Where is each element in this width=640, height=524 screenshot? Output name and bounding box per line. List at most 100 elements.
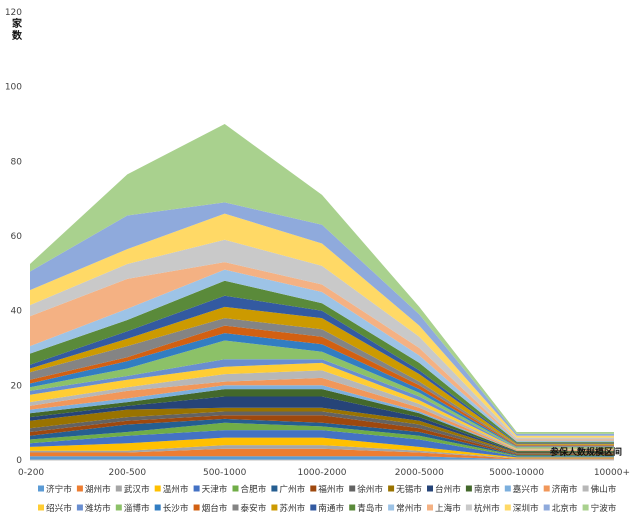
legend-label: 济南市	[552, 483, 578, 495]
legend-label: 泰安市	[241, 502, 267, 514]
legend-swatch	[232, 504, 239, 511]
legend-item: 无锡市	[388, 483, 422, 495]
legend-swatch	[543, 485, 550, 492]
legend-item: 潍坊市	[76, 502, 111, 514]
y-axis-label: 家数	[12, 17, 23, 42]
legend-label: 福州市	[318, 483, 344, 495]
legend-label: 杭州市	[474, 502, 500, 514]
area-series-group	[30, 124, 614, 460]
x-tick-label: 0-200	[18, 468, 44, 478]
x-tick-label: 2000-5000	[395, 468, 444, 478]
y-tick-label: 60	[11, 232, 23, 242]
legend-item: 常州市	[388, 502, 422, 514]
legend-item: 烟台市	[193, 502, 228, 514]
legend-item: 台州市	[427, 483, 461, 495]
legend-label: 徐州市	[357, 483, 383, 495]
legend-swatch	[115, 504, 122, 511]
legend-item: 济宁市	[38, 483, 72, 495]
area-series-5	[30, 430, 614, 458]
x-tick-label: 200-500	[109, 468, 147, 478]
legend-item: 杭州市	[465, 502, 500, 514]
legend-label: 上海市	[435, 502, 461, 514]
legend-label: 苏州市	[279, 502, 305, 514]
legend-swatch	[38, 485, 44, 492]
legend-item: 合肥市	[232, 483, 267, 495]
x-axis-label: 参保人数规模区间	[550, 446, 622, 458]
x-tick-label: 10000+	[594, 468, 630, 478]
legend-swatch	[76, 504, 83, 511]
area-series-28	[30, 213, 614, 438]
legend-label: 广州市	[279, 483, 305, 495]
legend-label: 青岛市	[357, 502, 383, 514]
legend-label: 南京市	[474, 483, 500, 495]
y-axis-label-line: 数	[12, 29, 23, 42]
area-series-30	[30, 124, 614, 434]
legend-item: 武汉市	[115, 483, 150, 495]
legend-swatch	[465, 504, 472, 511]
legend-swatch	[543, 504, 550, 511]
legend-item: 佛山市	[582, 483, 617, 495]
area-series-1	[30, 456, 614, 460]
legend-swatch	[271, 485, 278, 492]
legend-swatch	[465, 485, 472, 492]
legend-label: 宁波市	[591, 502, 617, 514]
legend-item: 南通市	[310, 502, 344, 514]
legend-swatch	[115, 485, 122, 492]
legend-item: 济南市	[543, 483, 578, 495]
y-tick-label: 100	[5, 83, 22, 93]
x-tick-label: 1000-2000	[297, 468, 346, 478]
legend-item: 深圳市	[504, 502, 539, 514]
legend-swatch	[76, 485, 83, 492]
area-series-22	[30, 306, 614, 445]
legend-swatch	[38, 504, 44, 511]
area-series-26	[30, 262, 614, 441]
x-tick-label: 5000-10000	[489, 468, 544, 478]
legend: 济宁市 湖州市 武汉市 温州市 天津市 合肥市 广州市 福州市 徐州市 无锡市 台州市 南京市 嘉兴市 济…	[38, 483, 617, 514]
legend-label: 湖州市	[85, 483, 111, 495]
legend-swatch	[193, 485, 200, 492]
legend-label: 武汉市	[124, 483, 150, 495]
legend-item: 温州市	[154, 483, 189, 495]
legend-item: 嘉兴市	[504, 483, 539, 495]
legend-label: 北京市	[552, 502, 578, 514]
legend-item: 青岛市	[349, 502, 383, 514]
legend-label: 淄博市	[124, 502, 150, 514]
legend-swatch	[582, 485, 589, 492]
y-axis: 0 20 40 60 80 100 120	[5, 8, 22, 466]
legend-swatch	[349, 485, 356, 492]
legend-item: 宁波市	[582, 502, 617, 514]
legend-label: 温州市	[163, 483, 189, 495]
legend-item: 湖州市	[76, 483, 111, 495]
legend-label: 合肥市	[241, 483, 267, 495]
area-series-21	[30, 318, 614, 446]
area-series-4	[30, 437, 614, 459]
legend-swatch	[232, 485, 239, 492]
legend-swatch	[582, 504, 589, 511]
area-series-2	[30, 448, 614, 460]
legend-swatch	[154, 504, 161, 511]
area-series-18	[30, 340, 614, 448]
y-tick-label: 20	[11, 381, 23, 391]
legend-label: 常州市	[396, 502, 422, 514]
legend-label: 嘉兴市	[513, 483, 539, 495]
area-series-6	[30, 422, 614, 457]
area-series-29	[30, 202, 614, 436]
y-tick-label: 80	[11, 157, 23, 167]
legend-swatch	[427, 504, 433, 511]
legend-swatch	[504, 504, 511, 511]
legend-label: 深圳市	[513, 502, 539, 514]
legend-swatch	[154, 485, 161, 492]
y-tick-label: 40	[11, 307, 23, 317]
legend-label: 无锡市	[396, 483, 422, 495]
legend-swatch	[388, 504, 395, 511]
legend-label: 长沙市	[163, 502, 189, 514]
area-series-19	[30, 333, 614, 447]
legend-swatch	[193, 504, 200, 511]
legend-label: 佛山市	[591, 483, 617, 495]
legend-swatch	[349, 504, 356, 511]
legend-label: 济宁市	[46, 483, 72, 495]
legend-swatch	[427, 485, 433, 492]
legend-label: 绍兴市	[46, 502, 72, 514]
y-tick-label: 0	[16, 456, 22, 466]
